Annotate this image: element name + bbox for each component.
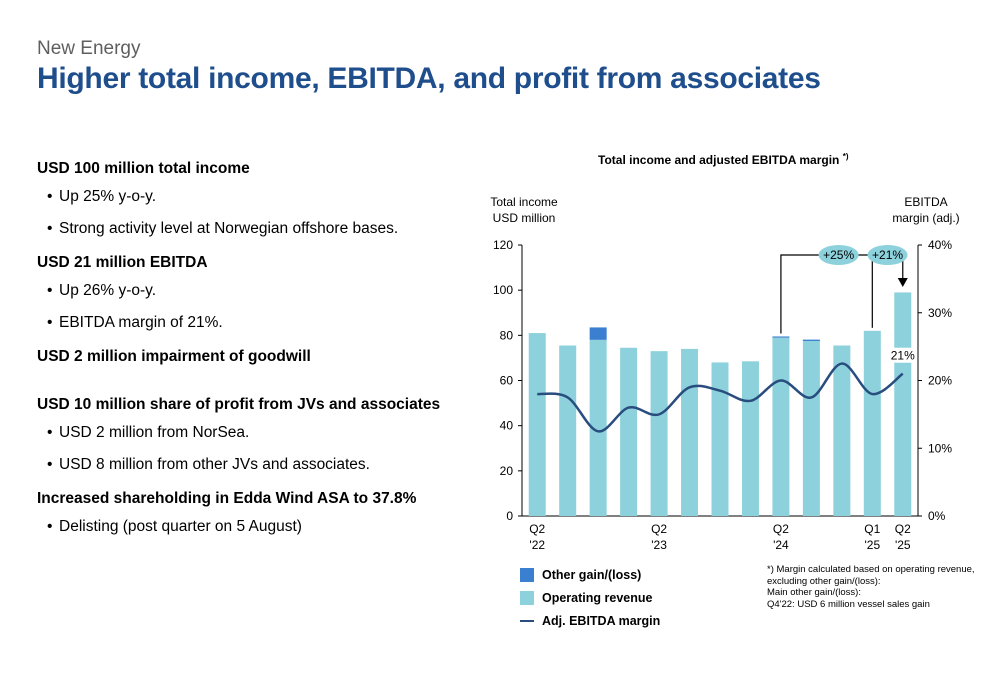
legend-item-margin: Adj. EBITDA margin xyxy=(520,609,660,632)
chart-footnote: *) Margin calculated based on operating … xyxy=(767,564,975,610)
highlight-bullet: EBITDA margin of 21%. xyxy=(47,314,467,332)
right-tick-label: 30% xyxy=(928,306,952,320)
x-tick-label: Q2 xyxy=(773,522,789,536)
left-tick-label: 40 xyxy=(500,419,514,433)
legend-swatch-other xyxy=(520,567,534,582)
chart-legend: Other gain/(loss) Operating revenue Adj.… xyxy=(520,563,660,632)
right-tick-label: 40% xyxy=(928,238,952,252)
operating-revenue-bar xyxy=(863,330,881,516)
legend-swatch-margin xyxy=(520,619,534,622)
x-tick-label: '24 xyxy=(773,538,789,552)
page-title: Higher total income, EBITDA, and profit … xyxy=(37,62,821,95)
growth-callout-label: +25% xyxy=(823,248,854,262)
other-gain-bar xyxy=(772,336,790,338)
operating-revenue-bar xyxy=(772,337,790,516)
highlight-section: USD 2 million impairment of goodwill xyxy=(37,348,467,366)
highlight-bullet: Strong activity level at Norwegian offsh… xyxy=(47,220,467,238)
operating-revenue-bar xyxy=(711,362,729,516)
right-tick-label: 10% xyxy=(928,441,952,455)
x-tick-label: '25 xyxy=(864,538,880,552)
highlight-bullet: USD 8 million from other JVs and associa… xyxy=(47,456,467,474)
highlight-bullet: Up 25% y-o-y. xyxy=(47,188,467,206)
legend-swatch-operating xyxy=(520,590,534,605)
other-gain-bar xyxy=(589,327,607,340)
x-tick-label: '22 xyxy=(529,538,545,552)
left-tick-label: 60 xyxy=(500,374,514,388)
right-axis-label: margin (adj.) xyxy=(892,211,959,225)
x-tick-label: '23 xyxy=(651,538,667,552)
growth-callout-bubble xyxy=(818,245,859,265)
highlight-heading: USD 100 million total income xyxy=(37,160,250,177)
operating-revenue-bar xyxy=(650,351,668,516)
operating-revenue-bar xyxy=(894,292,912,516)
footnote-marker: *) xyxy=(842,152,849,161)
legend-item-operating: Operating revenue xyxy=(520,586,660,609)
growth-arrow-icon xyxy=(897,278,908,287)
growth-connector-line xyxy=(780,254,904,334)
highlight-bullet: Delisting (post quarter on 5 August) xyxy=(47,518,467,536)
right-axis-label: EBITDA xyxy=(904,195,947,209)
highlight-bullet: USD 2 million from NorSea. xyxy=(47,424,467,442)
left-tick-label: 20 xyxy=(500,464,514,478)
x-tick-label: Q2 xyxy=(651,522,667,536)
section-kicker: New Energy xyxy=(37,38,141,59)
left-axis-label: Total income xyxy=(490,195,558,209)
right-tick-label: 20% xyxy=(928,374,952,388)
x-tick-label: Q2 xyxy=(529,522,545,536)
left-tick-label: 120 xyxy=(493,238,513,252)
other-gain-bar xyxy=(802,339,820,341)
operating-revenue-bar xyxy=(589,339,607,516)
operating-revenue-bar xyxy=(559,345,577,516)
data-label-background xyxy=(888,347,917,363)
left-tick-label: 0 xyxy=(506,509,513,523)
highlight-heading: Increased shareholding in Edda Wind ASA … xyxy=(37,490,417,507)
operating-revenue-bar xyxy=(528,333,546,516)
margin-data-label: 21% xyxy=(891,349,915,363)
x-tick-label: Q2 xyxy=(895,522,911,536)
operating-revenue-bar xyxy=(741,361,759,516)
highlight-heading: USD 21 million EBITDA xyxy=(37,254,208,271)
growth-callout-bubble xyxy=(867,245,908,265)
operating-revenue-bar xyxy=(620,347,638,516)
operating-revenue-bar xyxy=(833,345,851,516)
left-tick-label: 100 xyxy=(493,283,513,297)
chart-title: Total income and adjusted EBITDA margin … xyxy=(598,152,849,167)
highlights-panel: USD 100 million total income Up 25% y-o-… xyxy=(37,160,467,550)
highlight-section: Increased shareholding in Edda Wind ASA … xyxy=(37,490,467,536)
highlight-bullet: Up 26% y-o-y. xyxy=(47,282,467,300)
highlight-section: USD 100 million total income Up 25% y-o-… xyxy=(37,160,467,238)
left-axis-label: USD million xyxy=(493,211,556,225)
operating-revenue-bar xyxy=(681,348,699,516)
highlight-heading: USD 10 million share of profit from JVs … xyxy=(37,396,441,413)
highlight-heading: USD 2 million impairment of goodwill xyxy=(37,348,311,365)
x-tick-label: '25 xyxy=(895,538,911,552)
highlight-section: USD 10 million share of profit from JVs … xyxy=(37,396,467,474)
growth-callout-label: +21% xyxy=(872,248,903,262)
highlight-section: USD 21 million EBITDA Up 26% y-o-y. EBIT… xyxy=(37,254,467,332)
adj-ebitda-margin-line xyxy=(537,362,904,433)
x-tick-label: Q1 xyxy=(864,522,880,536)
operating-revenue-bar xyxy=(802,340,820,516)
left-tick-label: 80 xyxy=(500,328,514,342)
right-tick-label: 0% xyxy=(928,509,946,523)
legend-item-other: Other gain/(loss) xyxy=(520,563,660,586)
